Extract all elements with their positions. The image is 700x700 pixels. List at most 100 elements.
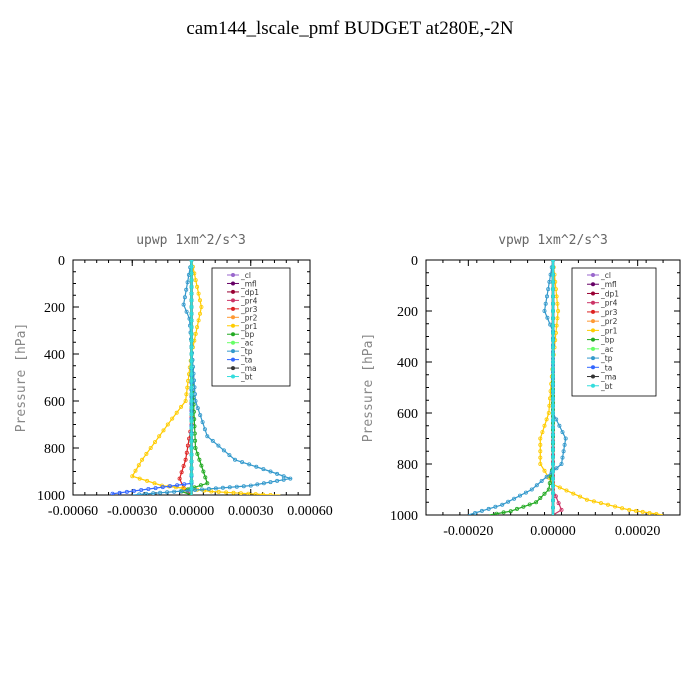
- legend-marker: [231, 315, 235, 320]
- series-point-bt: [551, 345, 556, 350]
- legend-label: _cl: [600, 271, 611, 280]
- series-line-bp: [489, 260, 554, 515]
- series-point-bt: [189, 466, 194, 471]
- series-point-bt: [189, 385, 194, 390]
- x-tick-label: 0.00000: [169, 504, 215, 519]
- legend-box: [571, 267, 657, 397]
- series-point-tp: [539, 478, 544, 483]
- legend-label: _pr2: [240, 313, 258, 322]
- series-point-bt: [551, 367, 556, 372]
- series-point-tp: [216, 443, 221, 448]
- legend: _cl_mfl_dp1_pr4_pr3_pr2_pr1_bp_ac_tp_ta_…: [571, 267, 657, 397]
- series-point-bp: [508, 509, 513, 514]
- series-point-bt: [551, 338, 556, 343]
- series-point-pr1: [578, 494, 583, 499]
- legend-label: _bp: [600, 336, 615, 345]
- legend-marker: [231, 289, 235, 294]
- legend-marker: [591, 374, 595, 379]
- legend-label: _pr4: [600, 299, 618, 308]
- series-point-pr4: [556, 501, 561, 506]
- legend-marker: [231, 374, 235, 379]
- legend-label: _bt: [240, 373, 253, 382]
- series-point-tp: [561, 449, 566, 454]
- legend-label: _mfl: [600, 280, 617, 289]
- series-point-pr3: [184, 450, 189, 455]
- legend-label: _pr2: [600, 317, 618, 326]
- series-point-pr1: [538, 436, 543, 441]
- series-point-bt: [551, 447, 556, 452]
- series-point-bt: [551, 454, 556, 459]
- legend-label: _tp: [240, 347, 253, 356]
- series-point-tp: [560, 455, 565, 460]
- series-point-pr1: [544, 417, 549, 422]
- series-point-tp: [241, 484, 246, 489]
- legend-marker: [231, 323, 235, 328]
- series-point-pr1: [231, 490, 236, 495]
- series-point-tp: [221, 448, 226, 453]
- series-point-tp: [232, 457, 237, 462]
- series-point-tp: [165, 490, 170, 495]
- chart-panel-1: upwp 1xm^2/s^3 Pressure [hPa] 0 200 400 600 80…: [14, 233, 333, 519]
- series-point-tp: [563, 436, 568, 441]
- series-point-bt: [189, 304, 194, 309]
- legend-marker: [231, 349, 235, 354]
- series-point-tp: [559, 461, 564, 466]
- series-point-bt: [551, 425, 556, 430]
- legend-marker: [591, 383, 595, 388]
- legend-marker: [591, 291, 595, 296]
- legend-label: _tp: [600, 354, 613, 363]
- series-point-bt: [189, 291, 194, 296]
- series-point-tp: [523, 490, 528, 495]
- series-point-tp: [544, 474, 549, 479]
- series-point-bp: [197, 457, 202, 462]
- legend-marker: [231, 281, 235, 286]
- series-point-tp: [479, 508, 484, 513]
- y-tick-label: 1000: [390, 509, 418, 524]
- series-point-pr1: [195, 284, 200, 289]
- series-point-pr1: [195, 325, 200, 330]
- series-point-pr1: [180, 486, 185, 491]
- series-point-tp: [205, 434, 210, 439]
- series-point-tp: [268, 480, 273, 485]
- series-point-tp: [506, 499, 511, 504]
- legend-label: _dp1: [600, 289, 619, 298]
- series-point-pr1: [564, 488, 569, 493]
- series-point-bt: [551, 403, 556, 408]
- series-point-bp: [547, 481, 552, 486]
- series-point-bt: [551, 301, 556, 306]
- series-point-pr1: [174, 410, 179, 415]
- legend-label: _cl: [240, 271, 251, 280]
- legend-marker: [231, 298, 235, 303]
- series-point-bt: [189, 351, 194, 356]
- series-point-bt: [189, 419, 194, 424]
- series-point-bt: [551, 359, 556, 364]
- legend-marker: [231, 366, 235, 371]
- series-point-pr1: [613, 504, 618, 509]
- series-point-pr1: [197, 298, 202, 303]
- series-point-tp: [210, 438, 215, 443]
- series-point-tp: [500, 502, 505, 507]
- y-tick-label: 400: [397, 356, 418, 371]
- y-axis-label: Pressure [hPa]: [14, 323, 29, 433]
- series-point-bt: [551, 389, 556, 394]
- series-point-ta: [139, 487, 144, 492]
- series-point-bt: [189, 452, 194, 457]
- legend-label: _ma: [240, 364, 257, 373]
- series-point-bt: [189, 398, 194, 403]
- series-point-bt: [189, 318, 194, 323]
- y-tick-label: 0: [58, 254, 65, 269]
- series-point-tp: [248, 483, 253, 488]
- series-point-tp: [199, 487, 204, 492]
- series-point-tp: [195, 406, 200, 411]
- series-point-bp: [494, 511, 499, 515]
- series-point-tp: [178, 489, 183, 494]
- series-point-bt: [189, 412, 194, 417]
- series-point-tp: [220, 485, 225, 490]
- series-point-tp: [227, 453, 232, 458]
- series-point-pr3: [185, 443, 190, 448]
- series-point-pr1: [538, 442, 543, 447]
- x-tick-label: 0.00060: [287, 504, 333, 519]
- series-point-tp: [486, 506, 491, 511]
- y-tick-label: 800: [44, 442, 65, 457]
- series-group: [110, 260, 293, 495]
